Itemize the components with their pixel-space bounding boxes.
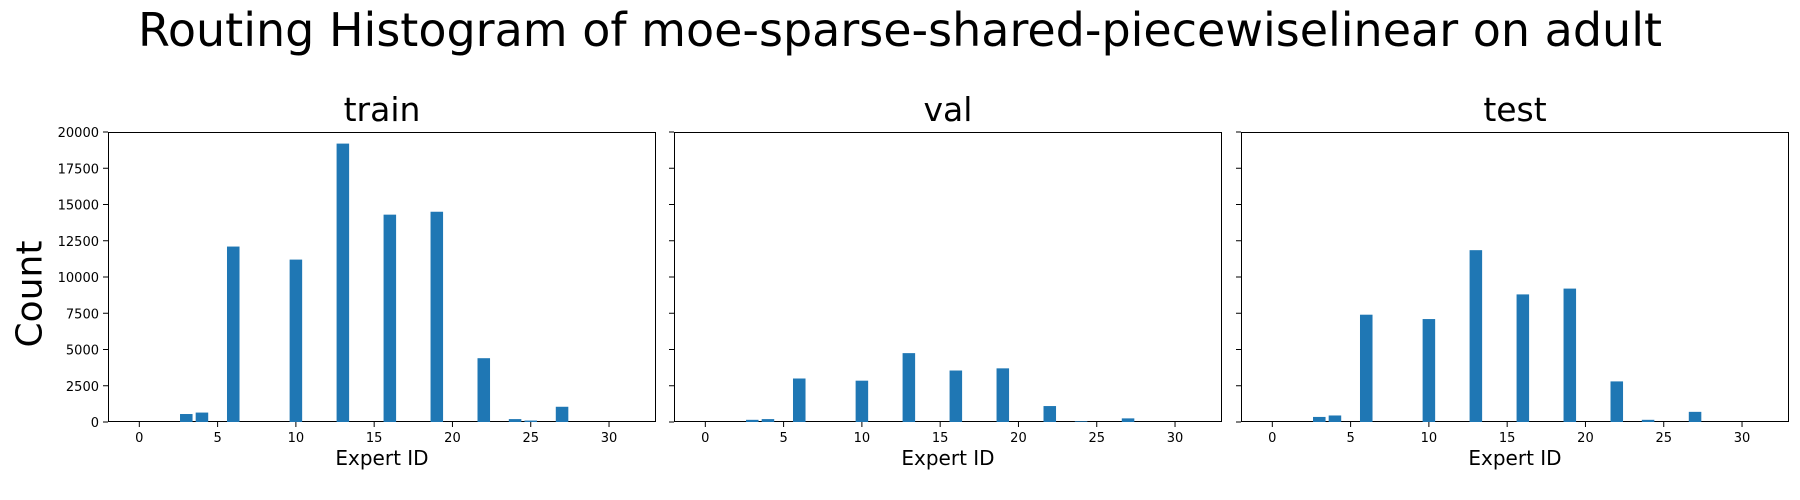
bar-train-expert-24 bbox=[508, 419, 522, 422]
x-tick-label-test-0: 0 bbox=[1268, 431, 1276, 446]
x-tick-label-train-20: 20 bbox=[444, 431, 461, 446]
bar-val-expert-16 bbox=[949, 370, 963, 422]
bar-val-expert-6 bbox=[792, 378, 806, 422]
bar-train-expert-19 bbox=[430, 211, 444, 422]
panel-title-train: train bbox=[343, 90, 421, 129]
y-tick-label-20000: 20000 bbox=[58, 126, 99, 141]
x-tick-label-val-25: 25 bbox=[1088, 431, 1105, 446]
bar-val-expert-13 bbox=[902, 353, 916, 423]
bar-test-expert-19 bbox=[1563, 288, 1577, 422]
bar-train-expert-16 bbox=[383, 214, 397, 422]
bar-test-expert-22 bbox=[1610, 381, 1624, 422]
bar-val-expert-10 bbox=[855, 380, 869, 422]
bar-train-expert-25 bbox=[524, 420, 538, 422]
bar-test-expert-4 bbox=[1328, 415, 1342, 422]
x-tick-label-val-30: 30 bbox=[1167, 431, 1184, 446]
x-axis-label-train: Expert ID bbox=[335, 446, 429, 470]
bar-train-expert-13 bbox=[336, 143, 350, 422]
x-axis-label-val: Expert ID bbox=[901, 446, 995, 470]
x-tick-label-train-0: 0 bbox=[135, 431, 143, 446]
x-tick-label-val-0: 0 bbox=[701, 431, 709, 446]
panel-title-val: val bbox=[923, 90, 973, 129]
y-tick-label-17500: 17500 bbox=[58, 162, 99, 177]
x-tick-label-test-25: 25 bbox=[1655, 431, 1672, 446]
bar-val-expert-4 bbox=[761, 419, 775, 422]
x-tick-label-train-10: 10 bbox=[288, 431, 305, 446]
x-axis-label-test: Expert ID bbox=[1468, 446, 1562, 470]
bar-val-expert-27 bbox=[1121, 418, 1135, 423]
bar-train-expert-22 bbox=[477, 358, 491, 422]
bar-val-expert-22 bbox=[1043, 406, 1057, 422]
x-tick-label-val-20: 20 bbox=[1010, 431, 1027, 446]
bar-val-expert-24 bbox=[1074, 421, 1088, 422]
bar-train-expert-4 bbox=[195, 412, 209, 422]
bar-test-expert-10 bbox=[1422, 319, 1436, 422]
x-tick-label-val-15: 15 bbox=[932, 431, 949, 446]
bar-test-expert-3 bbox=[1313, 416, 1326, 422]
x-tick-label-test-10: 10 bbox=[1421, 431, 1438, 446]
y-tick-label-15000: 15000 bbox=[58, 199, 99, 214]
x-tick-label-train-5: 5 bbox=[213, 431, 221, 446]
y-tick-label-10000: 10000 bbox=[58, 271, 99, 286]
bar-train-expert-3 bbox=[180, 414, 193, 422]
bar-train-expert-10 bbox=[289, 259, 303, 422]
bar-test-expert-24 bbox=[1641, 419, 1655, 422]
plot-area-test bbox=[1241, 132, 1789, 422]
figure-title: Routing Histogram of moe-sparse-shared-p… bbox=[137, 3, 1663, 57]
x-tick-label-test-20: 20 bbox=[1577, 431, 1594, 446]
bar-train-expert-6 bbox=[226, 246, 240, 422]
bar-val-expert-3 bbox=[746, 419, 759, 422]
x-tick-label-val-5: 5 bbox=[779, 431, 787, 446]
x-tick-label-train-25: 25 bbox=[522, 431, 539, 446]
bar-test-expert-13 bbox=[1469, 250, 1483, 422]
y-tick-label-12500: 12500 bbox=[58, 235, 99, 250]
x-tick-label-train-30: 30 bbox=[601, 431, 618, 446]
bar-val-expert-19 bbox=[996, 368, 1010, 422]
bar-train-expert-27 bbox=[555, 406, 569, 422]
bar-test-expert-6 bbox=[1359, 314, 1373, 422]
bar-test-expert-27 bbox=[1688, 411, 1702, 422]
y-tick-label-2500: 2500 bbox=[66, 380, 99, 395]
x-tick-label-val-10: 10 bbox=[854, 431, 871, 446]
panel-title-test: test bbox=[1483, 90, 1547, 129]
bar-test-expert-16 bbox=[1516, 294, 1530, 422]
x-tick-label-test-30: 30 bbox=[1734, 431, 1751, 446]
plot-area-train bbox=[108, 132, 656, 422]
x-tick-label-test-15: 15 bbox=[1499, 431, 1516, 446]
x-tick-label-train-15: 15 bbox=[366, 431, 383, 446]
x-tick-label-test-5: 5 bbox=[1346, 431, 1354, 446]
plot-area-val bbox=[674, 132, 1222, 422]
y-tick-label-5000: 5000 bbox=[66, 344, 99, 359]
y-tick-label-7500: 7500 bbox=[66, 307, 99, 322]
y-tick-label-0: 0 bbox=[91, 416, 99, 431]
